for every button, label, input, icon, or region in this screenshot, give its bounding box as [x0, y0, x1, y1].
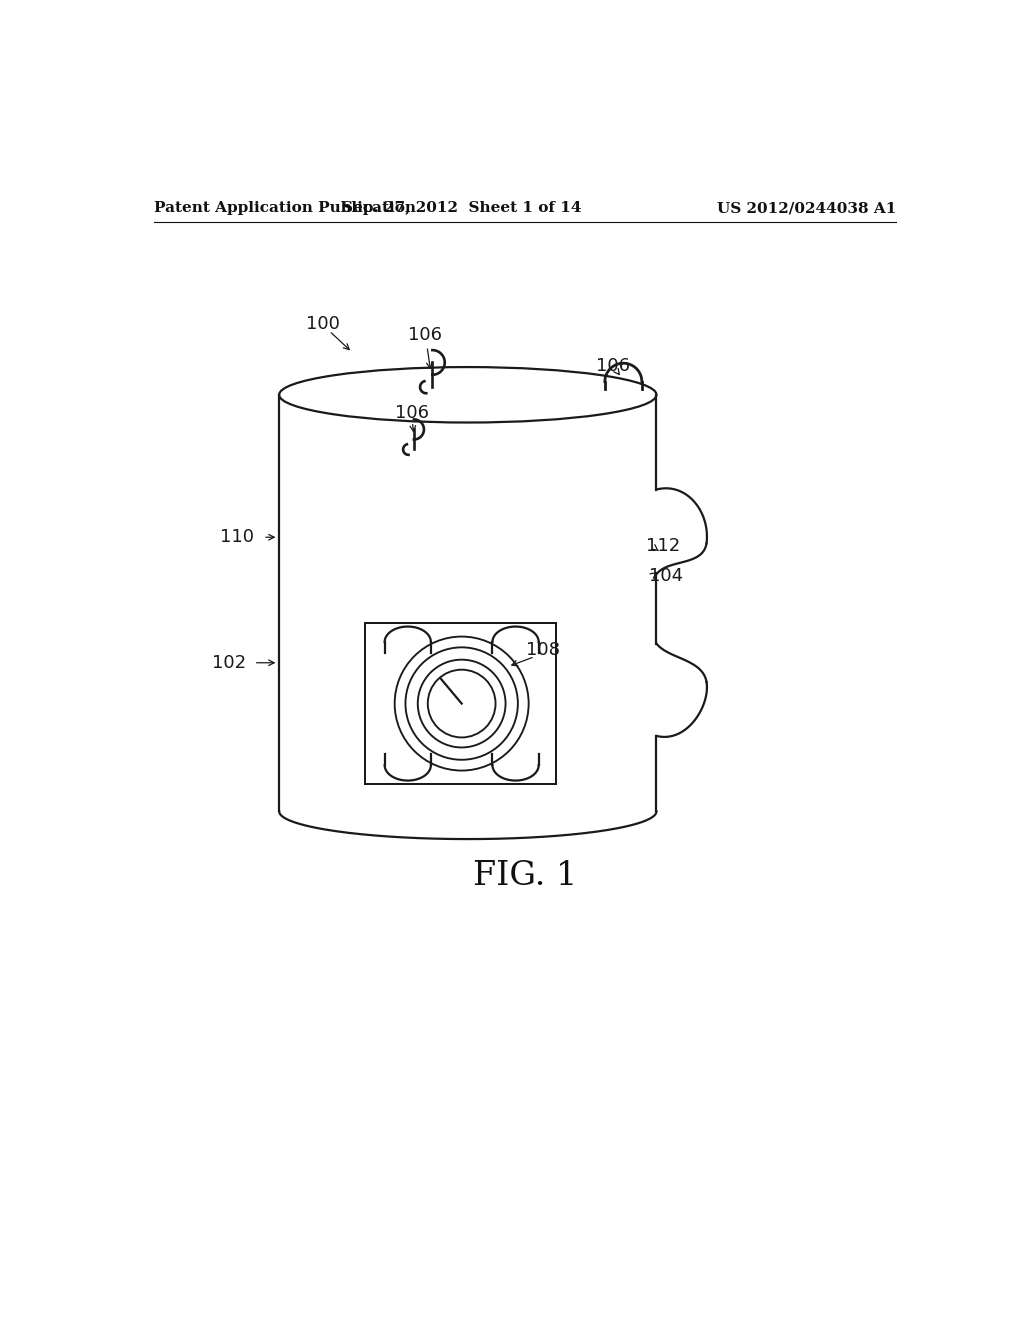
Text: 106: 106 — [596, 358, 631, 375]
Text: 106: 106 — [409, 326, 442, 345]
Text: 104: 104 — [649, 566, 683, 585]
Text: 108: 108 — [525, 640, 559, 659]
Text: 100: 100 — [306, 315, 340, 333]
Text: 110: 110 — [220, 528, 254, 546]
Text: Sep. 27, 2012  Sheet 1 of 14: Sep. 27, 2012 Sheet 1 of 14 — [342, 202, 582, 215]
Text: US 2012/0244038 A1: US 2012/0244038 A1 — [717, 202, 896, 215]
Text: FIG. 1: FIG. 1 — [473, 861, 577, 892]
Text: Patent Application Publication: Patent Application Publication — [154, 202, 416, 215]
Text: 112: 112 — [646, 537, 681, 554]
Text: 106: 106 — [394, 404, 429, 421]
Bar — [366, 623, 556, 784]
Text: 102: 102 — [212, 653, 246, 672]
